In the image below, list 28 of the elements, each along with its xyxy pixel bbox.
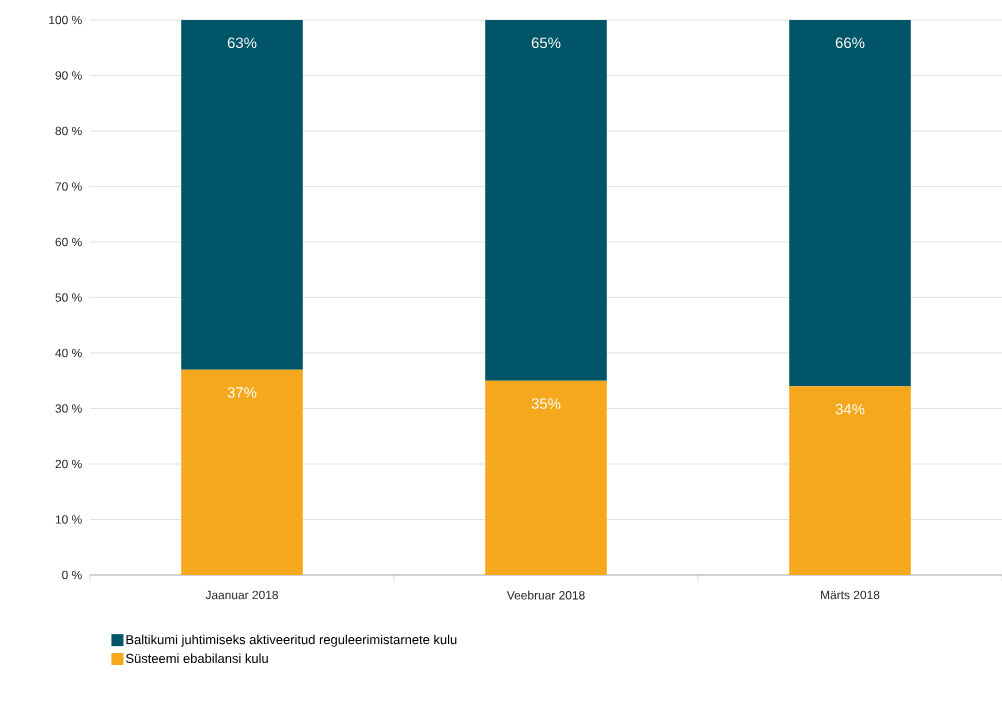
data-label: 37%	[227, 387, 257, 398]
y-tick-label: 90 %	[55, 71, 82, 80]
data-label: 65%	[531, 37, 561, 49]
bar	[485, 380, 607, 575]
bar	[789, 386, 911, 575]
data-label: 66%	[835, 37, 865, 49]
y-tick-label: 40 %	[55, 348, 82, 358]
legend-label: Baltikumi juhtimiseks aktiveeritud reguleerimistarnete kulu	[126, 634, 457, 647]
y-tick-label: 10 %	[55, 515, 82, 524]
data-label: 63%	[227, 37, 257, 49]
bar	[789, 19, 911, 387]
y-tick-label: 50 %	[55, 293, 82, 302]
y-tick-label: 0 %	[62, 570, 82, 580]
x-tick-label: Veebruar 2018	[506, 590, 585, 600]
bar	[181, 369, 303, 575]
data-label: 34%	[835, 403, 865, 415]
data-label: 35%	[531, 398, 561, 409]
bar	[181, 19, 303, 370]
x-tick-label: Märts 2018	[821, 590, 880, 600]
y-tick-label: 20 %	[55, 459, 82, 469]
y-tick-label: 100 %	[49, 15, 82, 25]
y-tick-label: 70 %	[55, 182, 82, 191]
y-tick-label: 80 %	[55, 126, 82, 136]
y-tick-label: 30 %	[55, 404, 82, 413]
bar	[485, 19, 607, 381]
x-tick-label: Jaanuar 2018	[205, 590, 279, 600]
legend-label: Süsteemi ebabilansi kulu	[126, 653, 268, 664]
y-tick-label: 60 %	[55, 237, 82, 247]
